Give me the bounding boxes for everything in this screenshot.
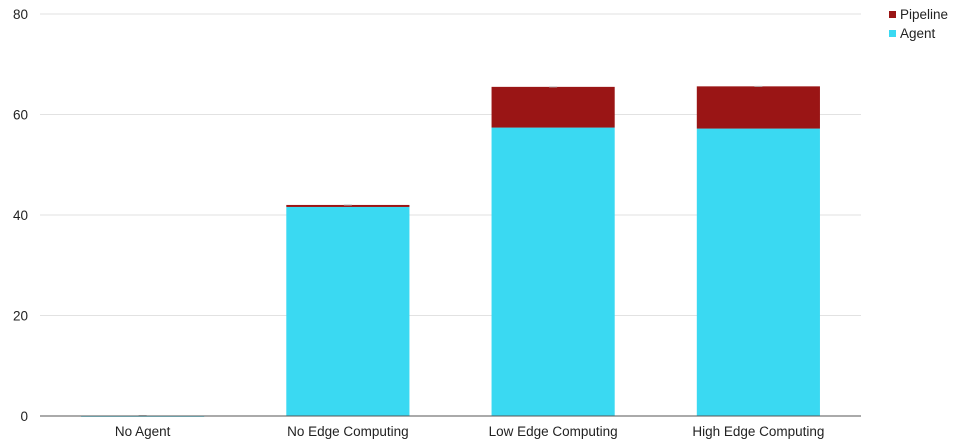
bar-pipeline-low-edge-computing [491, 86, 615, 128]
bar-pipeline-high-edge-computing [696, 86, 820, 129]
legend-label-pipeline: Pipeline [900, 7, 949, 22]
pipeline-swatch-icon [889, 11, 896, 18]
agent-swatch-icon [889, 30, 896, 37]
bar-agent-high-edge-computing [696, 128, 820, 416]
y-axis-ticks: 0 20 40 60 80 [13, 7, 28, 424]
bar-agent-low-edge-computing [491, 127, 615, 416]
legend-label-agent: Agent [900, 26, 936, 41]
y-tick-label: 0 [20, 409, 28, 424]
y-tick-label: 80 [13, 7, 28, 22]
x-axis-labels: No Agent No Edge Computing Low Edge Comput… [115, 424, 825, 439]
x-tick-label: Low Edge Computing [489, 424, 618, 439]
legend-item-pipeline: Pipeline [889, 5, 948, 24]
y-tick-label: 40 [13, 208, 28, 223]
legend-item-agent: Agent [889, 24, 948, 43]
x-tick-label: High Edge Computing [692, 424, 824, 439]
y-tick-label: 20 [13, 309, 28, 324]
x-tick-label: No Agent [115, 424, 171, 439]
y-tick-label: 60 [13, 108, 28, 123]
bar-agent-no-edge-computing [286, 206, 410, 416]
x-tick-label: No Edge Computing [287, 424, 409, 439]
bar-pipeline-no-edge-computing [286, 204, 410, 207]
bars [81, 85, 820, 417]
legend: Pipeline Agent [889, 5, 948, 43]
